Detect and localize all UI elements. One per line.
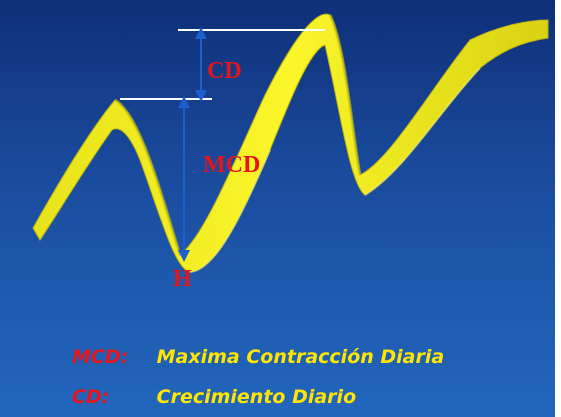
legend-item-cd: CD: Crecimiento Diario <box>72 386 356 408</box>
legend-item-mcd: MCD: Maxima Contracción Diaria <box>72 346 444 368</box>
right-edge-strip <box>555 0 561 417</box>
mcd-label: MCD <box>203 152 260 178</box>
legend-desc-mcd: Maxima Contracción Diaria <box>156 346 445 368</box>
h-label: H <box>173 266 192 292</box>
cd-label: CD <box>207 58 242 84</box>
legend-abbr-cd: CD: <box>72 386 110 408</box>
legend-desc-cd: Crecimiento Diario <box>156 386 357 408</box>
legend-abbr-mcd: MCD: <box>72 346 129 368</box>
daily-variation-ribbon <box>32 13 549 273</box>
